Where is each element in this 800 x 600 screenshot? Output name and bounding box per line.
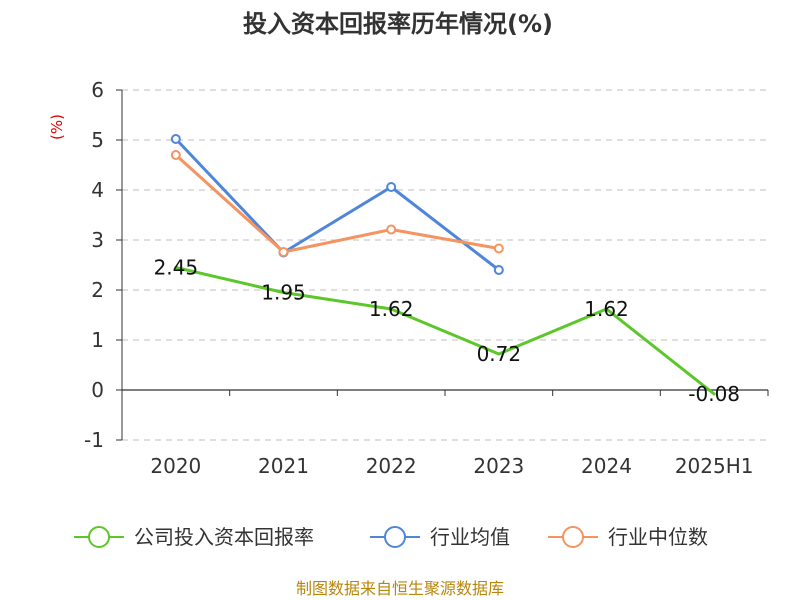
series-point xyxy=(493,243,504,254)
y-tick-label: -1 xyxy=(84,428,104,452)
legend-marker xyxy=(562,526,584,548)
data-labels: 2.45 1.95 1.62 0.72 1.62 -0.08 xyxy=(154,256,740,407)
data-label: 0.72 xyxy=(477,342,522,366)
series-point xyxy=(493,265,504,275)
series-group xyxy=(170,134,716,396)
legend-label: 行业中位数 xyxy=(608,525,708,549)
legend-label: 公司投入资本回报率 xyxy=(134,525,314,549)
axes: -1 0 1 2 3 4 5 6 2020 2021 2022 2023 2024 2025H1 xyxy=(84,78,769,478)
chart-title: 投入资本回报率历年情况(%) xyxy=(243,10,553,38)
series-line xyxy=(174,266,716,396)
x-tick-label: 2024 xyxy=(581,454,632,478)
data-label: 1.95 xyxy=(261,281,306,305)
y-tick-label: 1 xyxy=(91,328,104,352)
series-line xyxy=(174,153,501,254)
y-tick-label: 3 xyxy=(91,228,104,252)
data-label: 2.45 xyxy=(154,256,199,280)
legend-label: 行业均值 xyxy=(430,525,510,549)
legend-marker xyxy=(88,526,110,548)
data-label: 1.62 xyxy=(369,297,414,321)
source-note: 制图数据来自恒生聚源数据库 xyxy=(296,579,504,598)
series-point xyxy=(170,150,181,160)
grid-lines xyxy=(122,89,768,441)
series-point xyxy=(386,224,397,235)
x-tick-label: 2025H1 xyxy=(675,454,754,478)
data-label: -0.08 xyxy=(688,382,740,406)
series-point xyxy=(386,182,397,192)
legend: 公司投入资本回报率 行业均值 行业中位数 xyxy=(74,525,708,549)
x-tick-label: 2020 xyxy=(150,454,201,478)
series-point xyxy=(170,134,181,144)
legend-marker xyxy=(384,526,406,548)
x-tick-label: 2023 xyxy=(473,454,524,478)
y-tick-label: 5 xyxy=(91,128,104,152)
series-point xyxy=(278,247,289,257)
y-tick-label: 4 xyxy=(91,178,104,202)
y-axis-unit-label: (%) xyxy=(48,114,66,140)
y-tick-label: 0 xyxy=(91,378,104,402)
y-tick-label: 6 xyxy=(91,78,104,102)
x-tick-label: 2021 xyxy=(258,454,309,478)
series-line xyxy=(174,137,501,272)
y-tick-label: 2 xyxy=(91,278,104,302)
data-label: 1.62 xyxy=(584,297,629,321)
x-tick-label: 2022 xyxy=(366,454,417,478)
